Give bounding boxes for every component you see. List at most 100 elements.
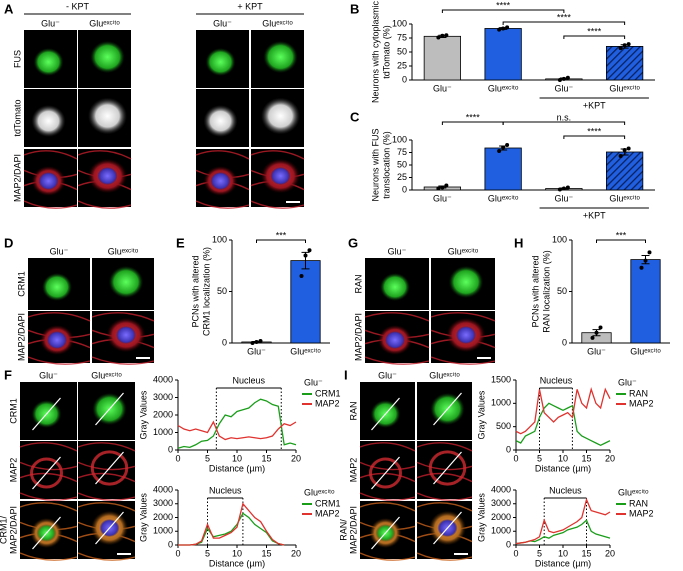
x-tick-label: Gluᵉˣᶜⁱᵗᵒ	[488, 83, 519, 93]
neurite	[195, 150, 250, 160]
neurite	[250, 150, 305, 160]
y-tick-label: 2000	[491, 512, 511, 522]
data-point	[590, 335, 595, 340]
y-tick-label: 0	[168, 444, 173, 454]
x-tick-label: 20	[605, 453, 615, 463]
profile-line	[433, 451, 462, 485]
neurite	[359, 461, 416, 471]
legend-title: Gluᵉˣᶜⁱᵗᵒ	[304, 487, 335, 497]
profile-line	[32, 456, 61, 490]
data-point	[598, 325, 603, 330]
data-point	[594, 330, 599, 335]
neurite	[430, 312, 496, 322]
neurite	[19, 472, 78, 483]
y-axis-label: RAN localization (%)	[541, 250, 551, 333]
significance-bracket	[563, 135, 626, 139]
region-label: Nucleus	[209, 485, 242, 495]
y-tick-label: 1000	[153, 427, 173, 437]
y-tick-label: 25	[397, 172, 407, 182]
data-point	[618, 46, 623, 51]
cell-signal	[31, 105, 66, 137]
y-tick-label: 0	[402, 74, 407, 84]
panel-letter: F	[4, 367, 12, 382]
bar	[423, 35, 461, 81]
cell-signal	[87, 97, 128, 135]
cell-signal	[380, 273, 410, 301]
data-point	[561, 76, 566, 81]
neurite	[27, 312, 91, 322]
y-axis-label: CRM1 localization (%)	[201, 247, 211, 336]
nucleus	[97, 167, 118, 185]
cell-signal	[30, 457, 63, 489]
y-tick-label: 1000	[153, 526, 173, 536]
data-point	[250, 341, 255, 345]
neurite	[359, 552, 416, 561]
panel-letter: D	[4, 235, 13, 250]
column-label: Glu⁻	[378, 370, 397, 380]
y-tick-label: 100	[392, 18, 407, 28]
x-tick-label: Glu⁻	[433, 193, 452, 203]
legend-label: MAP2	[629, 508, 654, 518]
column-label: Gluᵉˣᶜⁱᵗᵒ	[108, 246, 139, 256]
neurite	[250, 200, 305, 209]
y-tick-label: 100	[212, 234, 227, 244]
row-label: tdTomato	[12, 99, 22, 136]
column-label: Gluᵉˣᶜⁱᵗᵒ	[448, 246, 479, 256]
neurite	[77, 552, 136, 561]
x-tick-label: 15	[261, 548, 271, 558]
series-line	[177, 420, 297, 441]
legend-title: Gluᵉˣᶜⁱᵗᵒ	[618, 487, 649, 497]
y-tick-label: 100	[552, 234, 567, 244]
series-line	[515, 402, 611, 447]
significance-label: ****	[557, 12, 572, 22]
y-axis-label: Neurons with FUS	[370, 128, 380, 201]
neurite	[19, 492, 78, 501]
x-tick-label: Glu⁻	[554, 193, 573, 203]
data-point	[622, 43, 627, 48]
column-label: Gluᵉˣᶜⁱᵗᵒ	[262, 18, 293, 28]
data-point	[565, 75, 570, 80]
neurite	[364, 312, 430, 322]
neurite	[77, 502, 136, 512]
panel-letter: H	[514, 235, 523, 250]
data-point	[561, 186, 566, 191]
x-tick-label: 15	[581, 453, 591, 463]
column-label: Glu⁻	[41, 18, 60, 28]
y-tick-label: 75	[397, 147, 407, 157]
bar	[484, 28, 522, 81]
data-point	[254, 339, 259, 344]
nucleus	[270, 167, 291, 185]
row-label: MAP2	[348, 458, 358, 483]
row-label: MAP2/DAPI	[348, 506, 358, 554]
y-tick-label: 3000	[153, 392, 173, 402]
data-point	[557, 78, 562, 82]
data-point	[440, 33, 445, 38]
row-label: MAP2/DAPI	[8, 506, 18, 554]
x-axis-label: Distance (µm)	[209, 463, 265, 473]
y-tick-label: 1000	[491, 398, 511, 408]
y-axis-label: PCNs with altered	[190, 255, 200, 327]
neurite	[91, 312, 155, 322]
x-axis-label: Distance (µm)	[209, 558, 265, 568]
series-line	[178, 502, 285, 546]
legend-label: CRM1	[315, 388, 341, 398]
x-tick-label: 20	[291, 453, 301, 463]
y-tick-label: 0	[562, 337, 567, 347]
y-axis-label: Gray Values	[138, 390, 148, 439]
panel-letter: E	[176, 235, 185, 250]
data-point	[505, 25, 510, 30]
column-label: Glu⁻	[213, 18, 232, 28]
y-tick-label: 4000	[491, 484, 511, 494]
x-tick-label: Gluᵉˣᶜⁱᵗᵒ	[630, 346, 661, 356]
neurite	[359, 442, 416, 452]
neurite	[77, 472, 136, 483]
column-label: Glu⁻	[50, 246, 69, 256]
data-point	[618, 154, 623, 158]
x-tick-label: 15	[581, 548, 591, 558]
profile-line	[433, 511, 462, 545]
significance-label: ****	[587, 126, 602, 136]
data-point	[303, 253, 308, 258]
row-label: CRM1/	[0, 516, 8, 545]
significance-bracket	[563, 35, 626, 39]
